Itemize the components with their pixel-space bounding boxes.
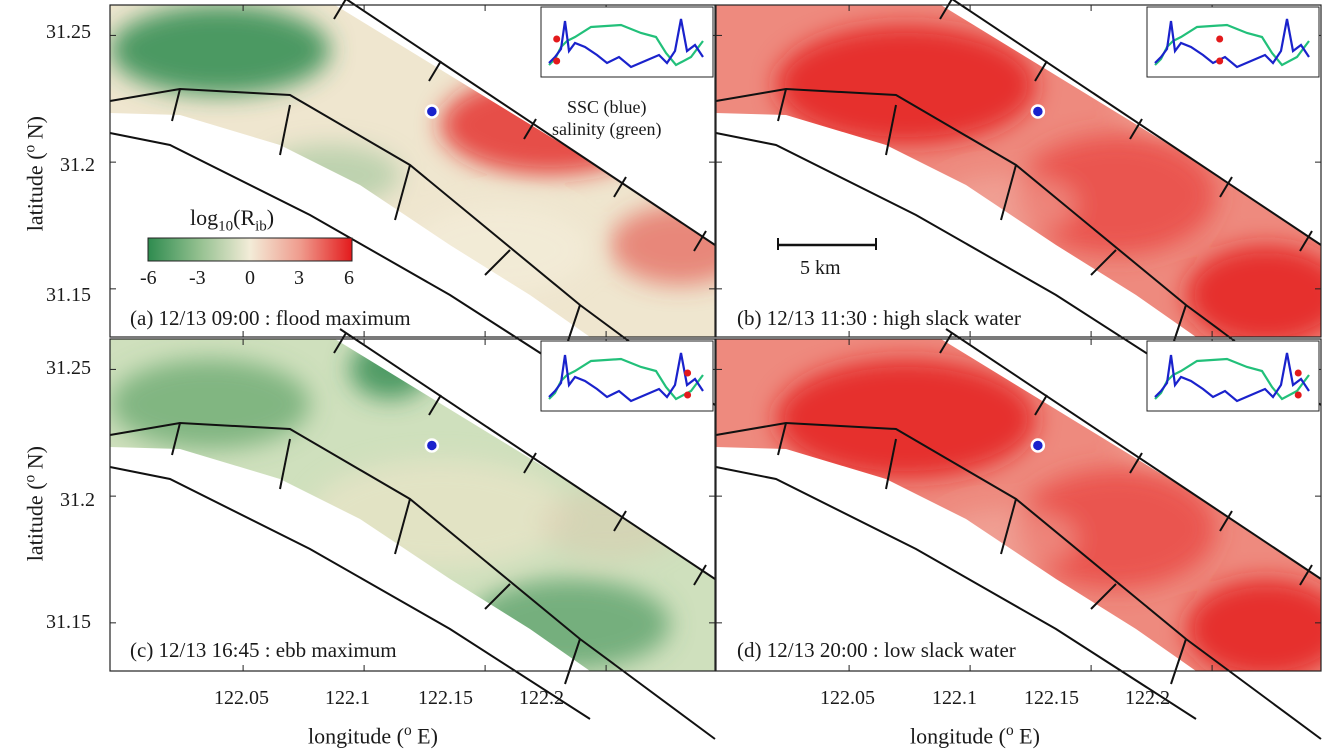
ssc-curve — [1154, 352, 1310, 403]
panel-d — [715, 328, 1322, 740]
inset-time-marker — [684, 391, 692, 399]
inset-plot — [1146, 340, 1320, 412]
colorbar — [147, 237, 353, 262]
axes-frame — [715, 338, 1322, 672]
inset-time-marker — [1216, 57, 1224, 65]
inset-legend-salinity: salinity (green) — [552, 119, 662, 139]
colorbar-gradient — [147, 237, 353, 262]
colorbar-tick: 6 — [344, 267, 354, 289]
ylabel-bottom: latitude (o N) — [21, 446, 48, 562]
xtick-label: 122.1 — [325, 687, 370, 709]
panel-c — [109, 328, 716, 740]
colorbar-title: log10(Rib) — [190, 205, 275, 235]
xtick-label: 122.15 — [418, 687, 473, 709]
colorbar-tick: -3 — [189, 267, 206, 289]
xtick-label: 122.1 — [932, 687, 977, 709]
ytick-label: 31.15 — [46, 611, 91, 633]
scalebar — [777, 238, 877, 250]
panel-label-b: (b) 12/13 11:30 : high slack water — [737, 306, 1021, 330]
station-marker — [1030, 438, 1046, 453]
inset-plot — [540, 6, 714, 78]
inset-time-marker — [553, 57, 561, 65]
ytick-label: 31.25 — [46, 21, 91, 43]
station-marker — [1030, 104, 1046, 119]
panel-label-c: (c) 12/13 16:45 : ebb maximum — [130, 638, 397, 662]
ssc-curve — [548, 18, 704, 69]
xlabel-left: longitude (o E) — [308, 722, 438, 749]
ylabel-top: latitude (o N) — [21, 116, 48, 232]
ytick-label: 31.2 — [60, 489, 95, 511]
scalebar-label: 5 km — [800, 257, 841, 279]
station-marker — [424, 104, 440, 119]
axes-frame — [109, 4, 716, 338]
ssc-curve — [548, 352, 704, 403]
inset-time-marker — [684, 369, 692, 377]
inset-time-marker — [1294, 391, 1302, 399]
inset-time-marker — [1216, 35, 1224, 43]
axes-frame — [109, 338, 716, 672]
inset-time-marker — [1294, 369, 1302, 377]
panel-label-a: (a) 12/13 09:00 : flood maximum — [130, 306, 411, 330]
panel-label-d: (d) 12/13 20:00 : low slack water — [737, 638, 1016, 662]
xtick-label: 122.05 — [820, 687, 875, 709]
xtick-label: 122.2 — [519, 687, 564, 709]
inset-legend-ssc: SSC (blue) — [567, 97, 647, 117]
colorbar-tick: 3 — [294, 267, 304, 289]
axes-frame — [715, 4, 1322, 338]
colorbar-tick: 0 — [245, 267, 255, 289]
inset-plot — [540, 340, 714, 412]
xtick-label: 122.05 — [214, 687, 269, 709]
inset-time-marker — [553, 35, 561, 43]
ssc-curve — [1154, 18, 1310, 69]
station-marker — [424, 438, 440, 453]
ytick-label: 31.25 — [46, 357, 91, 379]
ytick-label: 31.15 — [46, 284, 91, 306]
colorbar-tick: -6 — [140, 267, 157, 289]
xtick-label: 122.15 — [1024, 687, 1079, 709]
inset-plot — [1146, 6, 1320, 78]
xtick-label: 122.2 — [1125, 687, 1170, 709]
xlabel-right: longitude (o E) — [910, 722, 1040, 749]
ytick-label: 31.2 — [60, 154, 95, 176]
